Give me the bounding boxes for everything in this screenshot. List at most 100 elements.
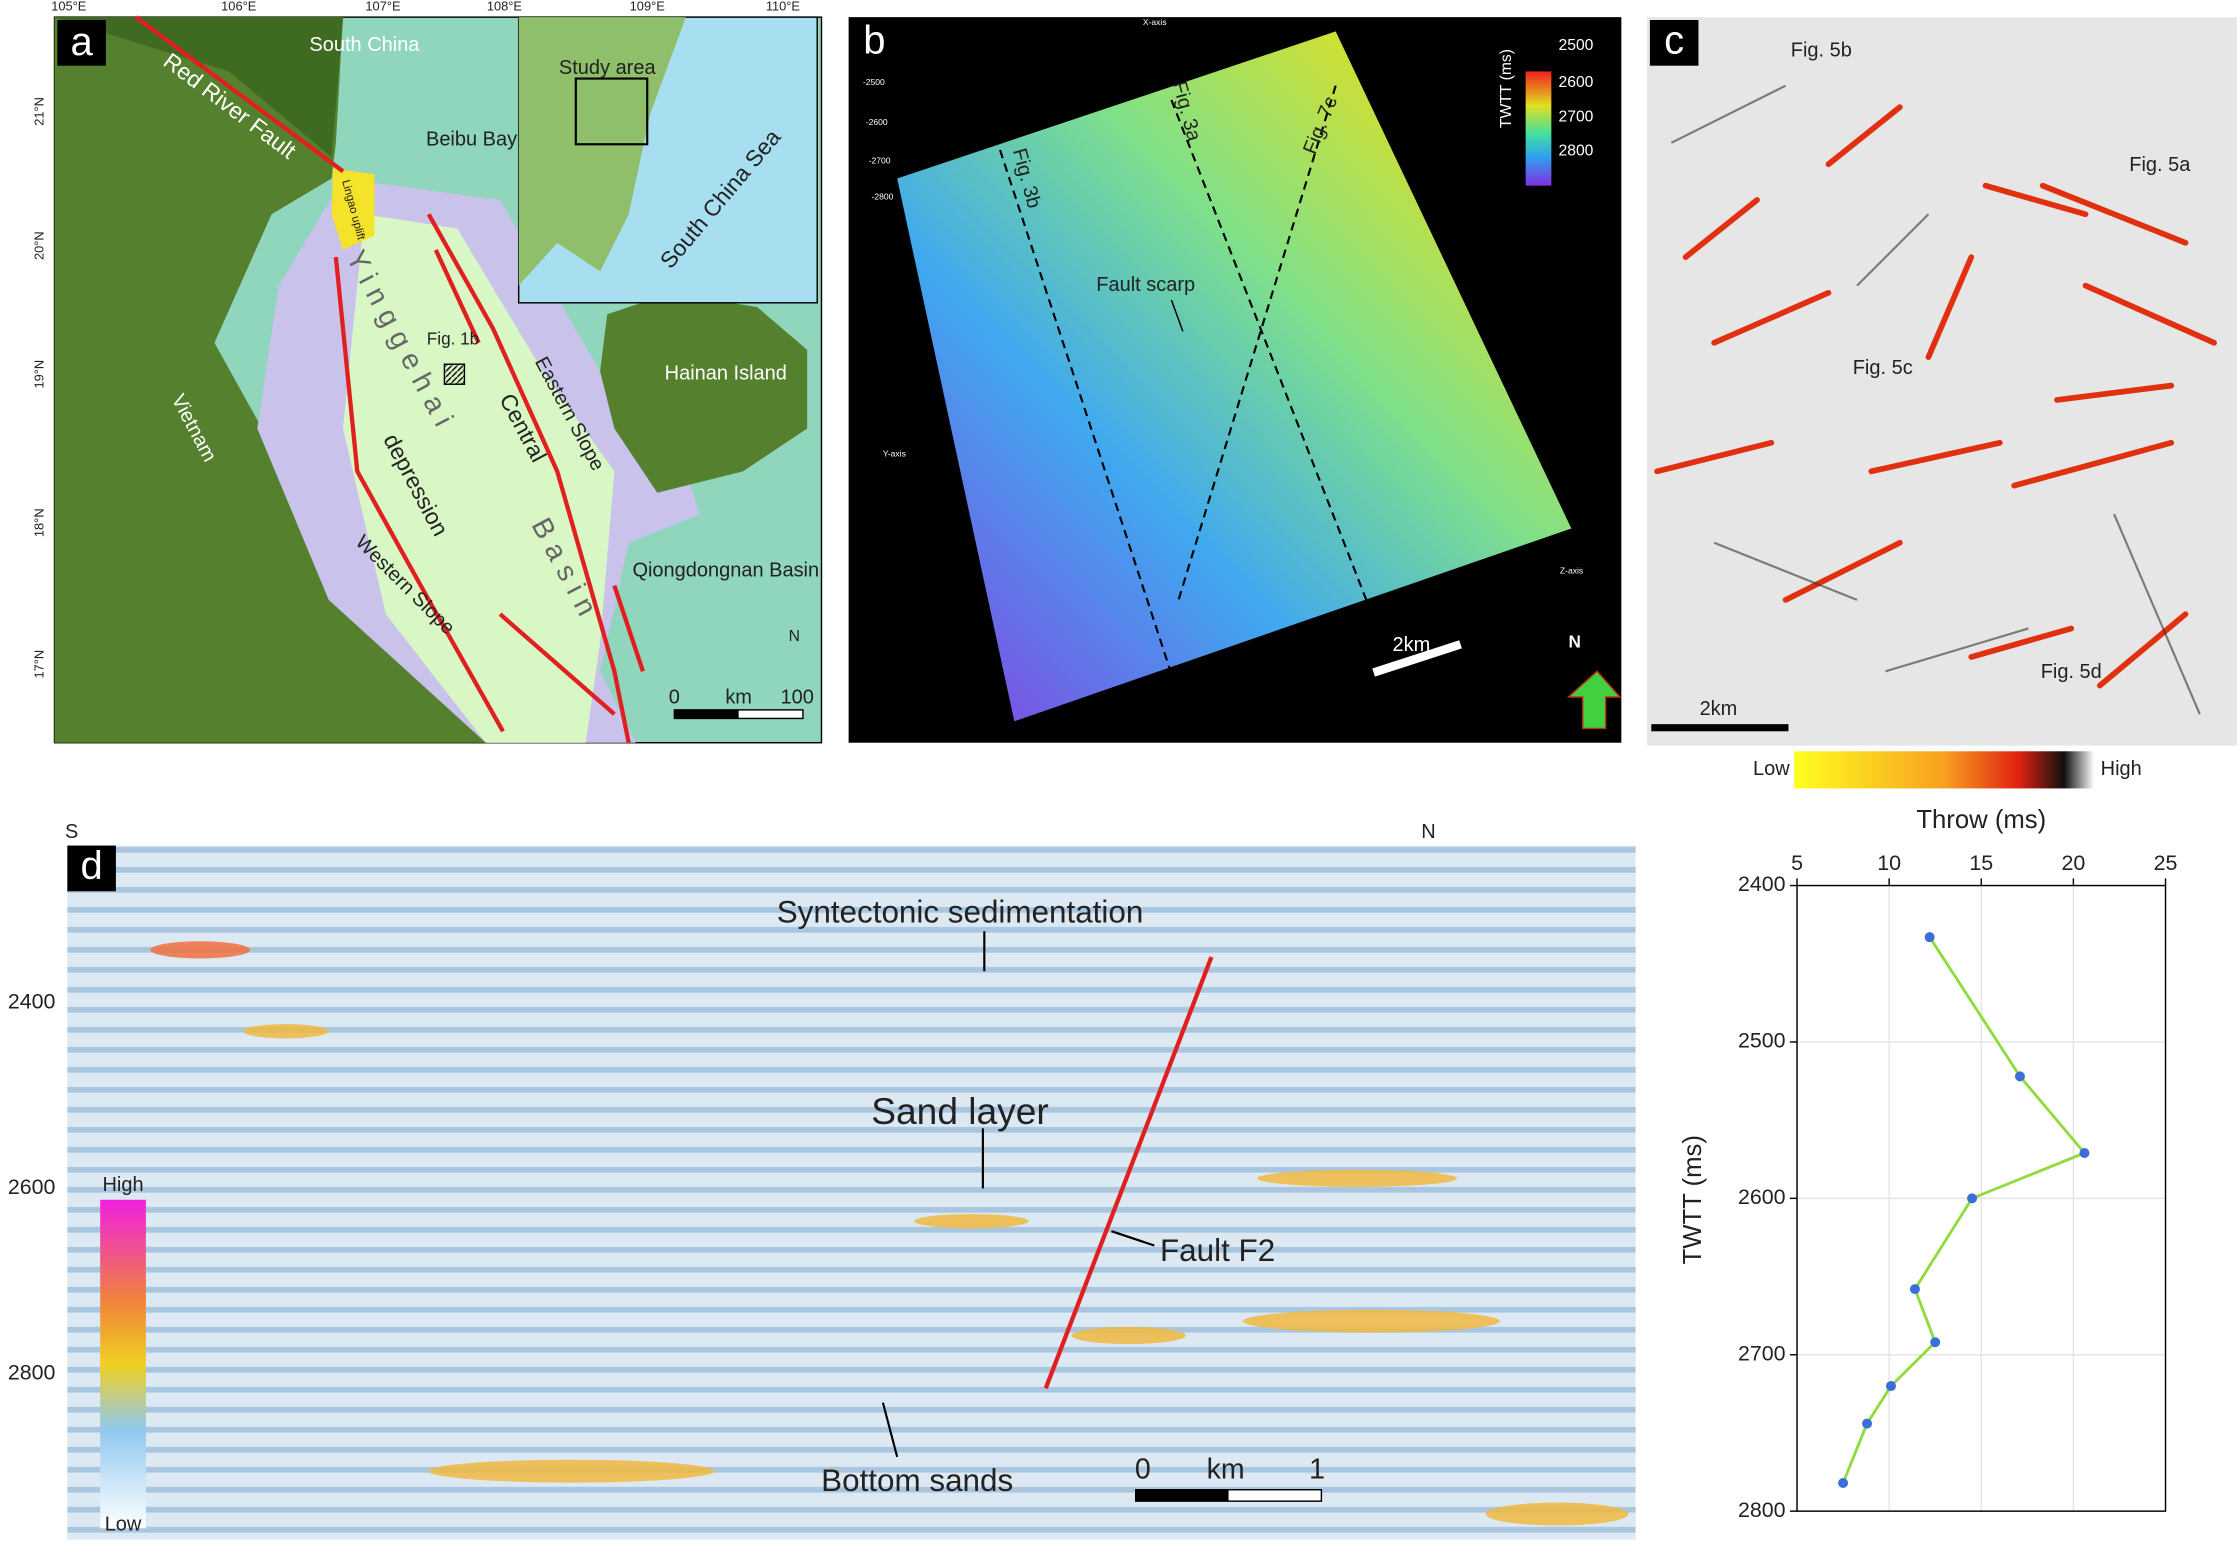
annotation: Syntectonic sedimentation xyxy=(777,894,1144,929)
end-label: S xyxy=(65,821,78,843)
lingao-uplift xyxy=(331,168,375,250)
y-tick-label: 2800 xyxy=(1738,1498,1786,1522)
colorbar-tick: 2700 xyxy=(1558,108,1593,125)
scale-label: 0 xyxy=(1135,1454,1151,1486)
depth-tick: -2700 xyxy=(869,156,891,166)
colorbar xyxy=(1525,71,1552,186)
leader xyxy=(1170,299,1184,332)
leader xyxy=(881,931,1155,1458)
colorbar-label: Low xyxy=(105,1514,142,1536)
lon-tick: 105°E xyxy=(51,0,87,14)
point xyxy=(1924,932,1935,943)
y-tick-label: 2700 xyxy=(1738,1341,1786,1365)
x-axis-title: Throw (ms) xyxy=(1916,806,2046,834)
label-bg xyxy=(57,19,106,66)
map-label: Beibu Bay xyxy=(426,128,517,150)
annotation: Fault F2 xyxy=(1160,1233,1275,1268)
lat-tick: 18°N xyxy=(32,508,47,537)
colorbar-label: Low xyxy=(1753,758,1790,780)
panel-b: b Fig. 3b Fig. 3a Fig. 7c Fault scarp 2k… xyxy=(848,17,1622,743)
seismic xyxy=(67,845,1636,1540)
point xyxy=(2014,1071,2025,1082)
fault-f2 xyxy=(1043,956,1214,1390)
point xyxy=(2079,1147,2090,1158)
faults xyxy=(134,15,645,744)
north: N xyxy=(1568,631,1580,651)
lon-tick: 106°E xyxy=(221,0,257,14)
y-tick-label: 2400 xyxy=(8,989,56,1013)
map-label: Qiongdongnan Basin xyxy=(632,560,819,582)
y-tick-label: 2800 xyxy=(8,1361,56,1385)
panel-bg xyxy=(1647,17,2237,746)
map-label: Hainan Island xyxy=(665,362,787,384)
y-tick-label: 2400 xyxy=(1738,872,1786,896)
depth-tick: -2600 xyxy=(866,117,888,127)
y-tick-label: 2500 xyxy=(1738,1029,1786,1053)
lon-tick: 107°E xyxy=(365,0,401,14)
land xyxy=(54,17,343,158)
label-bg xyxy=(1649,19,1699,66)
y-tick-label: 2600 xyxy=(8,1175,56,1199)
scale-label: 0 xyxy=(669,687,680,709)
line xyxy=(1841,936,2087,1484)
surface xyxy=(897,31,1572,722)
scale-label: 2km xyxy=(1392,634,1430,656)
lat-tick: 19°N xyxy=(32,360,47,389)
land xyxy=(54,17,486,743)
x-tick-label: 10 xyxy=(1877,851,1901,875)
label-bg xyxy=(851,19,901,66)
fig-label: Fig. 5a xyxy=(2129,154,2191,176)
basin-center xyxy=(343,214,615,743)
inset-box xyxy=(574,77,649,146)
colorbar xyxy=(100,1199,146,1529)
point xyxy=(1862,1418,1873,1429)
y-axis-title: TWTT (ms) xyxy=(1679,1135,1707,1264)
inset-land xyxy=(518,17,686,286)
panel-d: d S N 2400 2600 2800 Syntectonic sedimen… xyxy=(8,821,1636,1540)
point xyxy=(1930,1337,1941,1348)
annotation: Bottom sands xyxy=(821,1463,1013,1498)
scale-bar xyxy=(1651,724,1789,732)
scale-label: km xyxy=(1207,1454,1245,1486)
fig-label: Fig. 5c xyxy=(1853,357,1913,379)
x-tick-label: 15 xyxy=(1969,851,1993,875)
map-label: Study area xyxy=(559,57,657,79)
x-tick-label: 5 xyxy=(1791,851,1803,875)
fault-traces xyxy=(1654,104,2217,689)
point xyxy=(1838,1477,1849,1488)
axis-name: Y-axis xyxy=(883,448,906,458)
hainan xyxy=(600,292,808,493)
north-arrow xyxy=(1566,670,1622,730)
section-line xyxy=(999,85,1370,684)
plot-frame xyxy=(1796,884,2167,1512)
scale-label: 2km xyxy=(1700,698,1738,720)
lat-tick: 21°N xyxy=(32,97,47,126)
scale-bar xyxy=(674,709,739,719)
lon-tick: 108°E xyxy=(487,0,523,14)
depth-tick: -2800 xyxy=(871,191,893,201)
colorbar xyxy=(1794,751,2095,789)
colorbar-tick: 2600 xyxy=(1558,74,1593,91)
panel-label: c xyxy=(1664,18,1684,62)
x-tick-label: 20 xyxy=(2061,851,2085,875)
study-box xyxy=(443,363,466,385)
point xyxy=(1967,1193,1978,1204)
colorbar-tick: 2800 xyxy=(1558,143,1593,160)
scale-bar xyxy=(1372,640,1462,677)
scale-bar xyxy=(1135,1489,1229,1502)
annotation: Fault scarp xyxy=(1096,274,1195,296)
scale-label: 1 xyxy=(1309,1454,1325,1486)
x-tick-label: 25 xyxy=(2154,851,2178,875)
depth-tick: -2500 xyxy=(863,77,885,87)
scale-label: 100 xyxy=(781,687,814,709)
fig-label: Fig. 5b xyxy=(1791,40,1852,62)
background-traces xyxy=(1670,84,2201,715)
panel-label: b xyxy=(863,18,885,62)
amplitude-highs xyxy=(150,941,1629,1526)
lat-tick: 17°N xyxy=(32,650,47,679)
point xyxy=(1885,1381,1896,1392)
label-bg xyxy=(67,845,116,892)
scale-label: km xyxy=(725,687,752,709)
